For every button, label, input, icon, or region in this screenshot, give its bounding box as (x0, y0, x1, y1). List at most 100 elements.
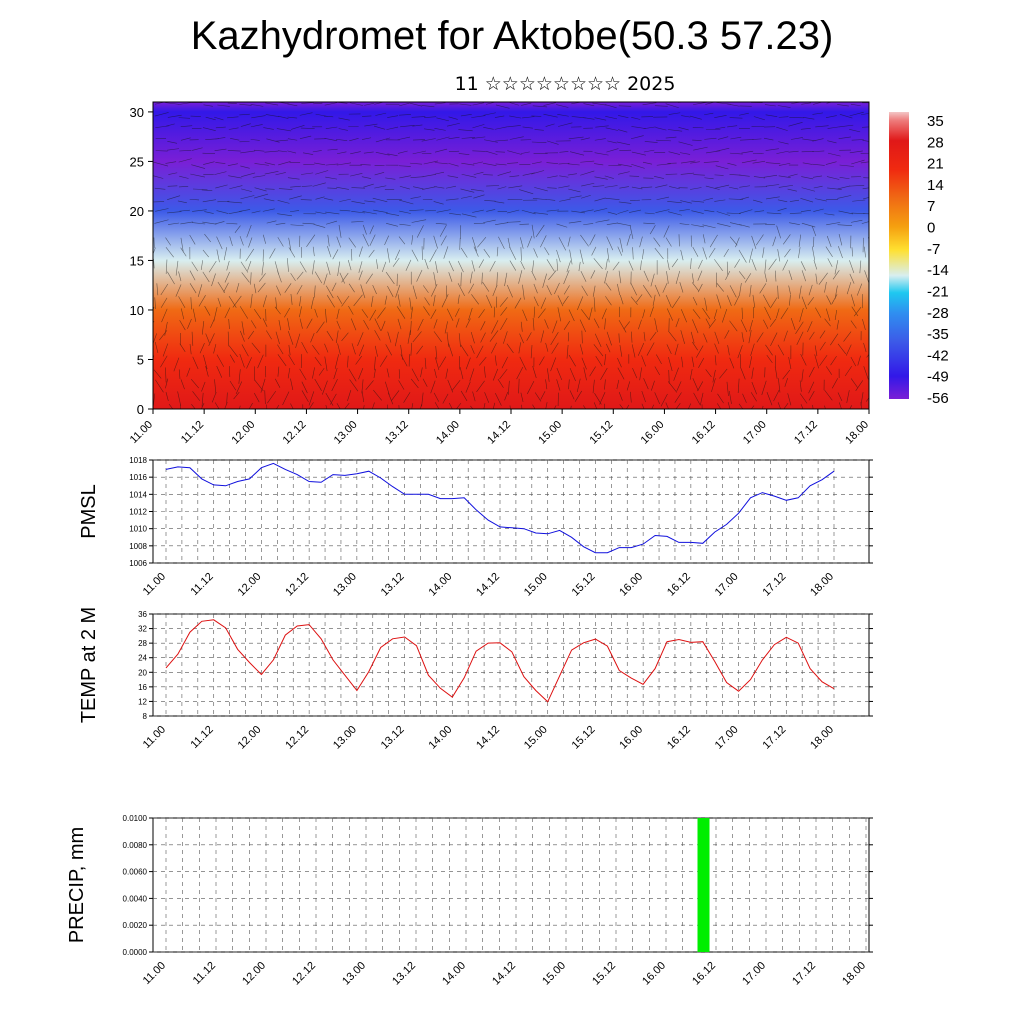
wind-barb (348, 237, 357, 248)
wind-barb (213, 344, 217, 354)
wind-barb (204, 211, 214, 214)
wind-barb (567, 236, 571, 247)
wind-barb (802, 162, 813, 165)
wind-barb (815, 307, 822, 318)
wind-barb (654, 284, 661, 297)
wind-barb (348, 283, 355, 293)
wind-barb (557, 295, 564, 307)
wind-barb (655, 127, 667, 131)
wind-barb (751, 367, 754, 379)
wind-barb (192, 209, 207, 212)
wind-barb (838, 124, 854, 128)
wind-barb (448, 260, 454, 272)
wind-barb (499, 368, 508, 380)
wind-barb (668, 211, 682, 216)
wind-barb (831, 294, 838, 305)
wind-barb (506, 343, 514, 354)
wind-barb (423, 306, 430, 316)
wind-barb (205, 333, 210, 344)
wind-barb (519, 356, 527, 371)
wind-barb (849, 273, 855, 284)
wind-barb (224, 271, 230, 283)
wind-barb (478, 259, 484, 269)
wind-barb (412, 150, 427, 155)
x-tick-label: 16.12 (665, 724, 693, 752)
wind-barb (704, 177, 714, 180)
wind-barb (862, 318, 866, 331)
wind-barb (533, 248, 538, 258)
wind-barb (716, 294, 722, 309)
wind-barb (691, 224, 705, 228)
wind-barb (607, 140, 617, 144)
wind-barb (650, 273, 655, 287)
wind-barb (877, 115, 890, 117)
wind-barb (471, 294, 479, 305)
wind-barb (167, 141, 178, 144)
wind-barb (714, 174, 724, 176)
wind-barb (604, 104, 617, 109)
wind-barb (180, 404, 181, 409)
wind-barb (748, 248, 753, 263)
wind-barb (766, 212, 782, 215)
wind-barb (656, 139, 672, 142)
wind-barb (738, 174, 750, 177)
wind-barb (455, 318, 460, 328)
wind-barb (217, 297, 222, 307)
wind-barb (519, 237, 524, 249)
wind-barb (704, 137, 717, 140)
wind-barb (411, 235, 414, 245)
wind-barb (678, 127, 689, 131)
wind-barb (483, 219, 496, 223)
wind-barb (734, 258, 741, 268)
wind-barb (253, 392, 260, 403)
wind-barb (347, 355, 349, 368)
wind-barb (165, 367, 167, 383)
wind-barb (481, 272, 483, 285)
wind-barb (801, 296, 807, 310)
x-tick-label: 16.00 (617, 724, 645, 752)
wind-barb (509, 136, 524, 140)
wind-barb (788, 270, 793, 281)
wind-barb (545, 379, 548, 390)
wind-barb (789, 212, 802, 214)
wind-barb (445, 198, 459, 201)
x-tick-label: 15.00 (540, 960, 568, 988)
wind-barb (827, 152, 841, 157)
wind-barb (191, 222, 206, 225)
wind-barb (458, 129, 473, 132)
wind-barb (527, 381, 535, 395)
wind-barb (631, 344, 636, 358)
wind-barb (812, 138, 824, 142)
wind-barb (567, 163, 580, 166)
wind-barb (605, 258, 608, 270)
wind-barb (254, 163, 269, 166)
wind-barb (483, 366, 486, 378)
wind-barb (155, 379, 164, 393)
wind-barb (844, 366, 852, 377)
x-tick-label: 16.12 (690, 419, 718, 447)
wind-barb (849, 150, 863, 154)
x-tick-label: 13.00 (331, 571, 359, 599)
wind-barb (533, 306, 536, 318)
wind-barb (630, 391, 632, 403)
wind-barb (363, 319, 370, 330)
wind-barb (839, 164, 854, 167)
wind-barb (228, 127, 239, 130)
wind-barb (705, 102, 716, 105)
wind-barb (465, 381, 471, 393)
colorbar-label: -7 (927, 241, 940, 258)
wind-barb (424, 116, 437, 119)
wind-barb (192, 308, 197, 322)
wind-barb (472, 136, 486, 139)
wind-barb (600, 367, 608, 381)
wind-barb (336, 186, 349, 190)
wind-barb (534, 187, 548, 192)
wind-barb (204, 233, 211, 243)
wind-barb (391, 390, 400, 402)
wind-barb (728, 390, 732, 405)
wind-barb (434, 148, 448, 153)
wind-barb (460, 195, 472, 199)
wind-barb (186, 367, 191, 377)
wind-barb (692, 246, 699, 257)
